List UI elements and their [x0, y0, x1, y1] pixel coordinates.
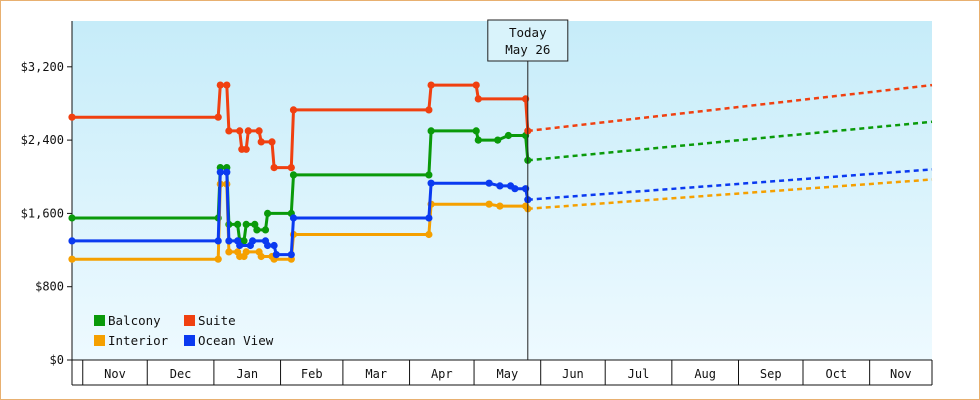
series-forecast-suite	[527, 83, 933, 133]
series-point-balcony	[261, 226, 270, 234]
series-point-balcony	[474, 136, 482, 144]
series-point-ocean-view	[249, 237, 257, 245]
series-point-suite	[287, 164, 295, 172]
legend-swatch-suite	[184, 315, 195, 326]
series-point-balcony	[504, 131, 512, 140]
series-point-interior	[496, 202, 504, 210]
y-tick-label: $800	[35, 280, 64, 294]
series-point-ocean-view	[214, 237, 222, 245]
y-tick-label: $2,400	[21, 133, 64, 147]
series-point-interior	[257, 252, 265, 261]
series-point-ocean-view	[68, 237, 76, 245]
month-label: Jul	[628, 367, 650, 381]
legend-label-ocean-view: Ocean View	[198, 333, 274, 348]
legend-label-interior: Interior	[108, 333, 169, 348]
series-lines	[68, 81, 933, 263]
series-forecast-ocean-view	[527, 168, 933, 201]
month-label: Sep	[760, 367, 782, 381]
month-label: May	[497, 367, 519, 381]
series-point-balcony	[253, 226, 261, 234]
month-label: Feb	[301, 367, 323, 381]
today-label-line1: Today	[509, 25, 547, 40]
month-label: Mar	[365, 367, 387, 381]
legend-label-balcony: Balcony	[108, 313, 161, 328]
series-point-suite	[225, 127, 233, 135]
series-point-ocean-view	[272, 251, 280, 259]
series-point-interior	[214, 255, 222, 263]
series-point-balcony	[234, 220, 242, 228]
series-point-ocean-view	[485, 179, 493, 187]
series-point-balcony	[425, 171, 433, 179]
series-point-suite	[255, 127, 263, 135]
plot-background	[72, 21, 932, 360]
series-point-balcony	[494, 136, 502, 144]
series-point-suite	[236, 127, 244, 135]
series-point-suite	[289, 106, 298, 114]
series-point-interior	[425, 230, 433, 239]
series-point-suite	[216, 81, 224, 89]
series-point-ocean-view	[511, 185, 519, 193]
legend-label-suite: Suite	[198, 313, 236, 328]
series-point-suite	[244, 127, 252, 135]
series-point-interior	[485, 200, 493, 208]
series-point-suite	[474, 95, 482, 103]
series-point-balcony	[240, 237, 248, 245]
series-point-suite	[427, 81, 435, 89]
series-point-ocean-view	[225, 237, 233, 245]
month-label: Dec	[170, 367, 192, 381]
month-label: Jan	[236, 367, 258, 381]
today-marker: Today May 26	[487, 19, 569, 360]
month-label: Jun	[562, 367, 584, 381]
series-point-balcony	[289, 171, 298, 179]
x-axis: Nov Dec Jan Feb Mar Apr May Jun Jul Aug Sep Oct Nov	[71, 359, 933, 386]
series-point-suite	[223, 81, 231, 89]
series-point-interior	[242, 248, 250, 256]
series-point-ocean-view	[270, 241, 278, 250]
series-point-balcony	[427, 127, 435, 135]
series-point-suite	[270, 164, 278, 172]
series-point-suite	[68, 113, 76, 121]
series-point-balcony	[68, 214, 76, 222]
today-label-line2: May 26	[505, 42, 550, 57]
series-point-ocean-view	[216, 168, 224, 176]
series-point-balcony	[472, 127, 480, 135]
series-point-suite	[242, 145, 250, 153]
series-forecast-balcony	[527, 120, 933, 162]
legend-swatch-ocean-view	[184, 335, 195, 346]
month-label: Nov	[890, 367, 912, 381]
series-point-suite	[214, 113, 222, 121]
series-point-balcony	[264, 209, 272, 217]
series-point-interior	[68, 255, 76, 263]
month-label: Oct	[825, 367, 847, 381]
month-label: Aug	[694, 367, 716, 381]
series-forecast-interior	[527, 178, 933, 211]
legend-swatch-balcony	[94, 315, 105, 326]
legend-swatch-interior	[94, 335, 105, 346]
series-point-balcony	[242, 220, 250, 228]
series-point-ocean-view	[264, 241, 272, 250]
series-point-ocean-view	[289, 214, 298, 222]
series-point-ocean-view	[496, 182, 504, 190]
y-axis: $0 $800 $1,600 $2,400 $3,200	[21, 21, 73, 367]
legend: Balcony Suite Interior Ocean View	[94, 313, 274, 348]
series-point-suite	[472, 81, 480, 89]
series-point-suite	[425, 106, 433, 114]
series-point-ocean-view	[223, 168, 231, 176]
series-point-ocean-view	[236, 241, 244, 250]
y-tick-label: $1,600	[21, 206, 64, 220]
series-point-suite	[257, 138, 265, 146]
today-label-box	[487, 19, 569, 62]
series-point-ocean-view	[287, 251, 295, 259]
month-label: Apr	[431, 367, 453, 381]
y-tick-label: $3,200	[21, 60, 64, 74]
y-tick-label: $0	[50, 353, 64, 367]
series-point-balcony	[251, 220, 259, 228]
series-point-ocean-view	[425, 214, 433, 222]
series-point-suite	[268, 138, 276, 146]
series-point-ocean-view	[427, 179, 435, 187]
month-label: Nov	[104, 367, 126, 381]
series-point-interior	[225, 248, 233, 256]
